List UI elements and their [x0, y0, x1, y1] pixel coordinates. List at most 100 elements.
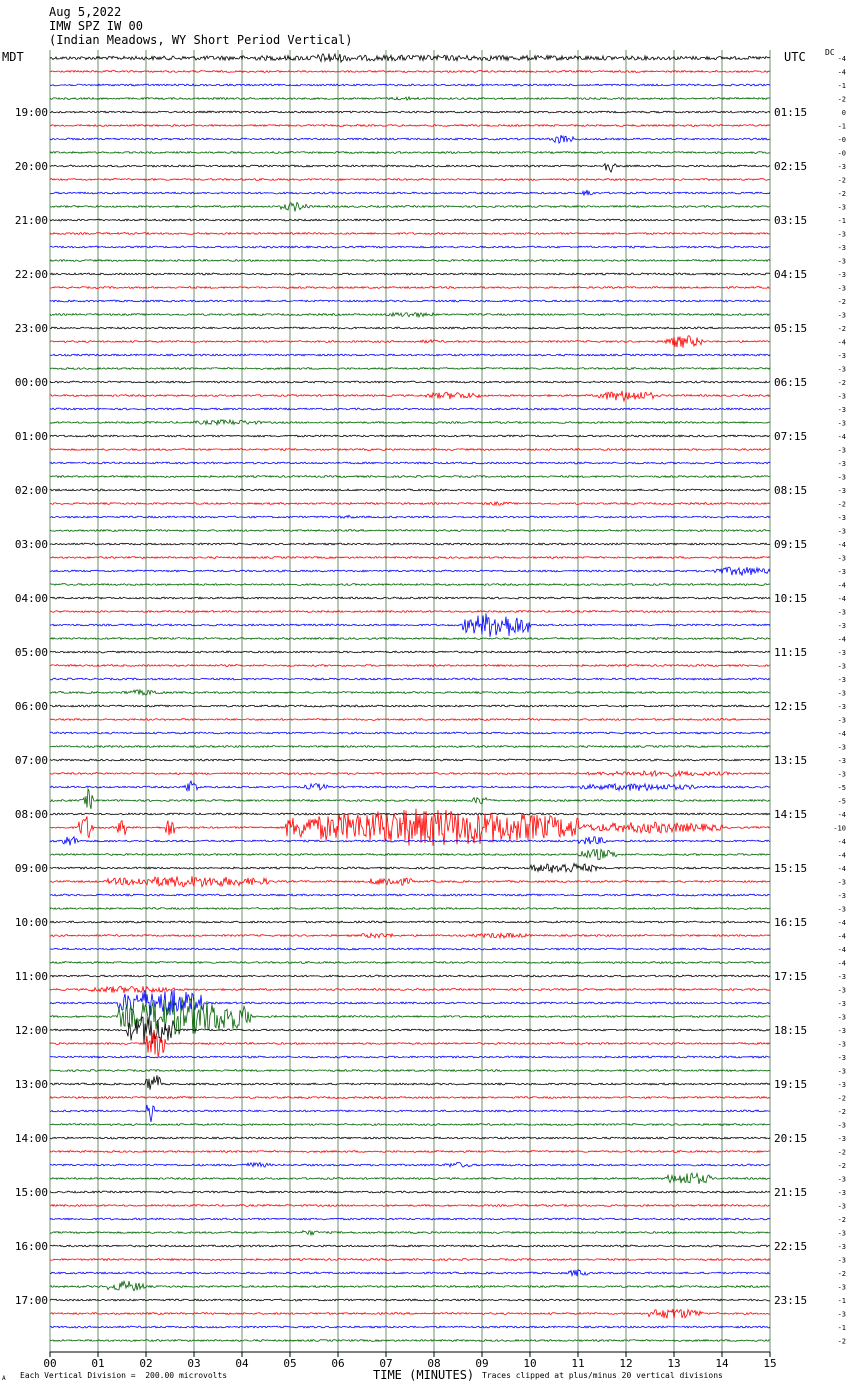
- right-timezone: UTC: [784, 50, 806, 64]
- trace-line-68: [49, 974, 771, 978]
- trace-line-3: [49, 95, 771, 101]
- trace-line-94: [50, 1325, 771, 1329]
- right-hour-label: 06:15: [774, 376, 807, 389]
- dc-offset-label: -1: [838, 123, 846, 131]
- right-hour-label: 14:15: [774, 808, 807, 821]
- right-hour-label: 11:15: [774, 646, 807, 659]
- right-hour-label: 20:15: [774, 1132, 807, 1145]
- dc-offset-label: -2: [838, 96, 846, 104]
- dc-offset-label: -3: [838, 1068, 846, 1076]
- dc-offset-label: -2: [838, 501, 846, 509]
- trace-line-15: [49, 258, 771, 263]
- dc-offset-label: -3: [838, 420, 846, 428]
- corner-mark: A: [2, 1375, 6, 1382]
- trace-line-27: [49, 418, 771, 427]
- trace-line-30: [49, 461, 771, 465]
- trace-line-22: [49, 353, 771, 357]
- left-hour-label: 11:00: [15, 970, 48, 983]
- dc-offset-label: -3: [838, 622, 846, 630]
- dc-offset-label: -1: [838, 1324, 846, 1332]
- trace-line-93: [49, 1308, 771, 1319]
- trace-line-16: [49, 272, 771, 276]
- dc-offset-label: -4: [838, 55, 846, 63]
- x-tick-label: 12: [619, 1357, 632, 1370]
- right-hour-label: 22:15: [774, 1240, 807, 1253]
- dc-offset-label: -5: [838, 784, 846, 792]
- trace-line-49: [49, 717, 771, 722]
- left-hour-label: 09:00: [15, 862, 48, 875]
- trace-line-91: [49, 1279, 771, 1292]
- x-tick-label: 02: [139, 1357, 152, 1370]
- dc-offset-label: -3: [838, 285, 846, 293]
- trace-line-18: [49, 299, 771, 303]
- trace-line-5: [49, 123, 771, 128]
- trace-line-51: [50, 744, 771, 749]
- left-hour-label: 19:00: [15, 106, 48, 119]
- right-hour-label: 04:15: [774, 268, 807, 281]
- dc-offset-label: -3: [838, 366, 846, 374]
- x-tick-label: 13: [667, 1357, 680, 1370]
- dc-offset-label: -3: [838, 1230, 846, 1238]
- trace-line-55: [49, 787, 771, 809]
- dc-offset-label: -4: [838, 433, 846, 441]
- dc-offset-label: -10: [833, 825, 846, 833]
- trace-line-54: [49, 780, 771, 792]
- trace-line-89: [49, 1257, 771, 1262]
- dc-offset-label: -4: [838, 339, 846, 347]
- dc-offset-label: -3: [838, 406, 846, 414]
- dc-header: DC: [825, 48, 835, 57]
- left-hour-label: 01:00: [15, 430, 48, 443]
- dc-offset-label: -2: [838, 1338, 846, 1346]
- dc-offset-label: -3: [838, 1243, 846, 1251]
- trace-line-61: [49, 875, 771, 888]
- right-hour-label: 21:15: [774, 1186, 807, 1199]
- trace-line-67: [49, 960, 771, 965]
- trace-line-66: [49, 947, 771, 951]
- dc-offset-label: -4: [838, 541, 846, 549]
- dc-offset-label: -3: [838, 1014, 846, 1022]
- dc-offset-label: -2: [838, 298, 846, 306]
- dc-offset-label: -1: [838, 1297, 846, 1305]
- left-hour-label: 03:00: [15, 538, 48, 551]
- trace-line-60: [49, 862, 771, 874]
- trace-line-19: [49, 311, 770, 319]
- dc-offset-label: -3: [838, 1203, 846, 1211]
- left-hour-label: 06:00: [15, 700, 48, 713]
- dc-offset-label: -3: [838, 1041, 846, 1049]
- left-hour-label: 16:00: [15, 1240, 48, 1253]
- left-hour-label: 22:00: [15, 268, 48, 281]
- trace-line-4: [49, 110, 771, 114]
- right-hour-label: 02:15: [774, 160, 807, 173]
- trace-line-48: [49, 704, 771, 708]
- trace-line-37: [49, 555, 771, 560]
- dc-offset-label: -3: [838, 258, 846, 266]
- dc-offset-label: -4: [838, 730, 846, 738]
- left-hour-label: 21:00: [15, 214, 48, 227]
- right-hour-label: 08:15: [774, 484, 807, 497]
- time-axis: 00 01 02 03 04 05 06 07 08 09 10 11 12 13 14 15: [43, 1351, 777, 1370]
- dc-offset-label: -3: [838, 204, 846, 212]
- dc-offset-label: -3: [838, 757, 846, 765]
- trace-line-28: [49, 434, 771, 438]
- trace-line-47: [49, 688, 771, 697]
- seismic-traces: [49, 52, 771, 1343]
- right-hour-label: 01:15: [774, 106, 807, 119]
- dc-offset-label: -3: [838, 1176, 846, 1184]
- dc-offset-label: -3: [838, 973, 846, 981]
- dc-offset-label: -4: [838, 946, 846, 954]
- dc-offset-label: -3: [838, 352, 846, 360]
- dc-offset-label: 0: [842, 109, 846, 117]
- left-hour-label: 04:00: [15, 592, 48, 605]
- trace-line-21: [49, 335, 771, 348]
- trace-line-29: [49, 447, 771, 452]
- dc-offset-label: -3: [838, 1122, 846, 1130]
- dc-offset-label: -3: [838, 1054, 846, 1062]
- x-axis-title: TIME (MINUTES): [373, 1368, 475, 1382]
- location-label: (Indian Meadows, WY Short Period Vertica…: [49, 33, 353, 47]
- clip-note: Traces clipped at plus/minus 20 vertical…: [482, 1371, 723, 1380]
- trace-line-71: [49, 997, 771, 1035]
- trace-line-57: [50, 808, 771, 846]
- trace-line-10: [49, 189, 771, 196]
- right-hour-label: 07:15: [774, 430, 807, 443]
